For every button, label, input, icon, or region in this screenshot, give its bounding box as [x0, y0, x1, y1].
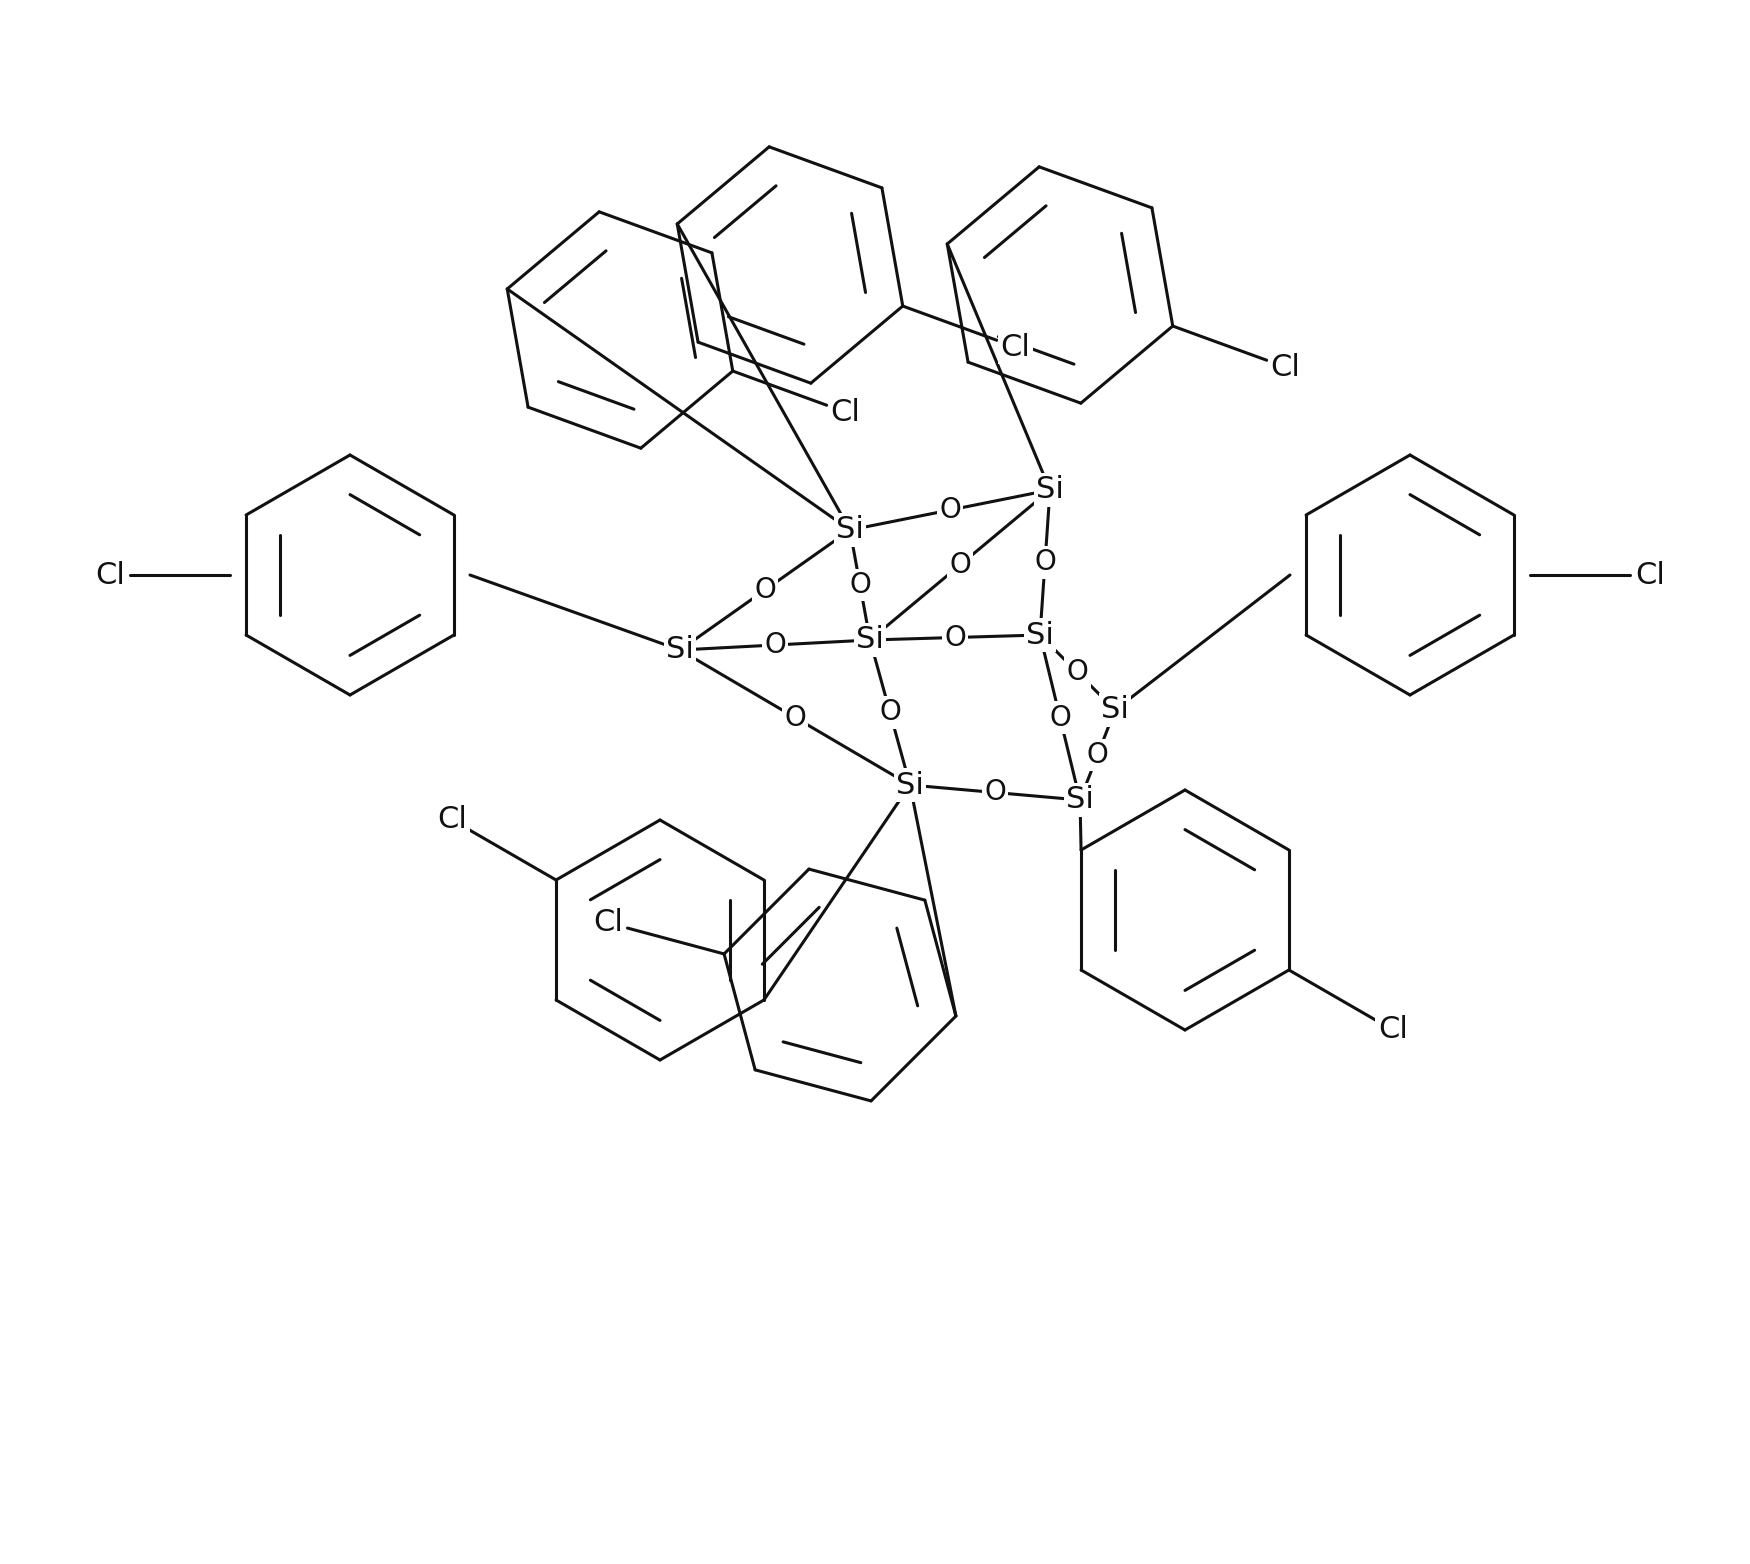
Text: Si: Si	[856, 626, 884, 654]
Text: Si: Si	[667, 635, 695, 665]
Text: Cl: Cl	[1634, 560, 1664, 590]
Text: Cl: Cl	[438, 805, 467, 835]
Text: O: O	[945, 624, 966, 652]
Text: O: O	[1068, 658, 1088, 687]
Text: Cl: Cl	[831, 397, 861, 427]
Text: O: O	[1034, 549, 1055, 577]
Text: O: O	[984, 779, 1006, 807]
Text: O: O	[1087, 741, 1108, 769]
Text: Si: Si	[836, 516, 864, 544]
Text: O: O	[849, 571, 872, 599]
Text: Si: Si	[1066, 785, 1094, 815]
Text: Si: Si	[896, 771, 924, 799]
Text: O: O	[1050, 704, 1071, 732]
Text: O: O	[949, 551, 971, 579]
Text: O: O	[878, 699, 901, 727]
Text: Si: Si	[1036, 475, 1064, 505]
Text: Cl: Cl	[1270, 352, 1300, 382]
Text: O: O	[940, 496, 961, 524]
Text: Cl: Cl	[1377, 1015, 1407, 1045]
Text: O: O	[784, 704, 805, 732]
Text: Si: Si	[1101, 696, 1129, 724]
Text: O: O	[754, 576, 775, 604]
Text: O: O	[765, 630, 786, 658]
Text: Cl: Cl	[94, 560, 124, 590]
Text: Cl: Cl	[593, 909, 623, 937]
Text: Si: Si	[1026, 621, 1054, 649]
Text: Cl: Cl	[1001, 333, 1031, 361]
